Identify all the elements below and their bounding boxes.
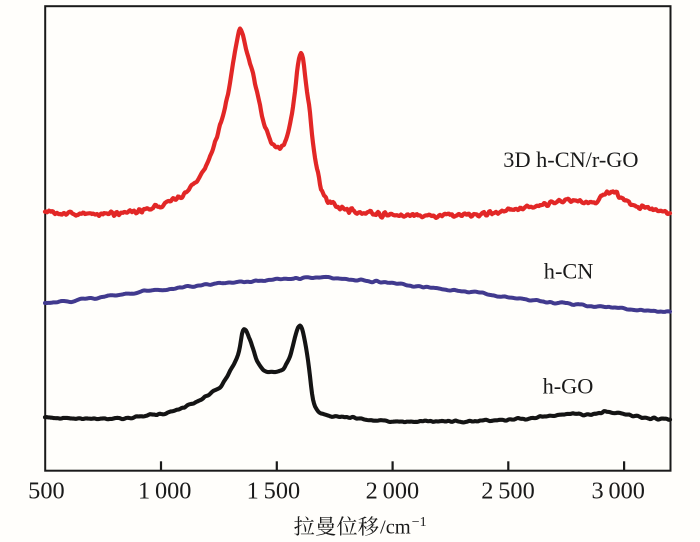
svg-text:1 500: 1 500	[247, 478, 300, 505]
svg-text:3 000: 3 000	[591, 478, 644, 505]
svg-text:2 500: 2 500	[481, 478, 534, 505]
svg-text:500: 500	[28, 478, 64, 505]
svg-text:3D h-CN/r-GO: 3D h-CN/r-GO	[503, 147, 638, 172]
svg-text:h-CN: h-CN	[544, 259, 594, 284]
svg-text:1 000: 1 000	[138, 478, 191, 505]
svg-text:2 000: 2 000	[366, 478, 419, 505]
svg-text:−1: −1	[412, 515, 427, 530]
svg-text:/cm: /cm	[380, 517, 411, 539]
svg-text:h-GO: h-GO	[543, 373, 594, 398]
